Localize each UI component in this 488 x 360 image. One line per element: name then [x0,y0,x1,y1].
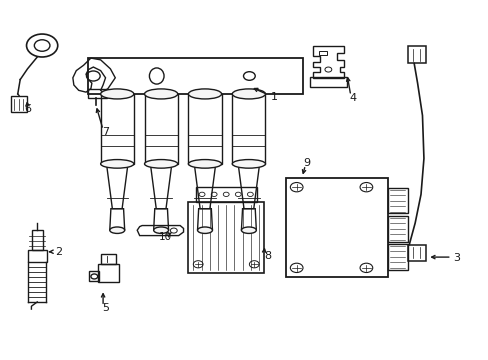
Bar [32,230,42,250]
Text: 3: 3 [452,253,459,263]
Ellipse shape [232,159,265,168]
Text: 6: 6 [24,104,31,114]
Text: 4: 4 [348,93,356,103]
Text: 5: 5 [102,303,109,314]
Ellipse shape [144,89,177,99]
Text: 10: 10 [158,232,171,242]
Bar [318,50,327,55]
Bar [387,216,407,242]
Bar [27,250,47,262]
Ellipse shape [188,159,221,168]
Bar [144,94,177,164]
Text: 9: 9 [303,158,310,168]
Bar [407,244,426,261]
Text: 7: 7 [102,127,109,136]
Bar [387,244,407,270]
Bar [232,94,265,164]
Ellipse shape [232,89,265,99]
Ellipse shape [153,227,168,233]
Ellipse shape [101,89,134,99]
Bar [11,96,27,112]
Ellipse shape [144,159,177,168]
Ellipse shape [197,227,212,233]
Bar [88,89,107,98]
Ellipse shape [101,159,134,168]
Bar [98,264,119,282]
Bar [407,45,426,63]
Bar [101,254,116,264]
Bar [310,77,346,87]
Bar [285,178,387,277]
Ellipse shape [109,227,124,233]
Bar [188,94,221,164]
Ellipse shape [188,89,221,99]
Bar [101,94,134,164]
Text: 2: 2 [55,247,61,257]
Bar [89,271,99,282]
Text: 1: 1 [271,92,278,102]
Ellipse shape [241,227,256,233]
Text: 8: 8 [264,251,271,261]
Bar [195,187,256,202]
Bar [88,58,303,94]
Bar [387,188,407,213]
Bar [188,202,264,273]
